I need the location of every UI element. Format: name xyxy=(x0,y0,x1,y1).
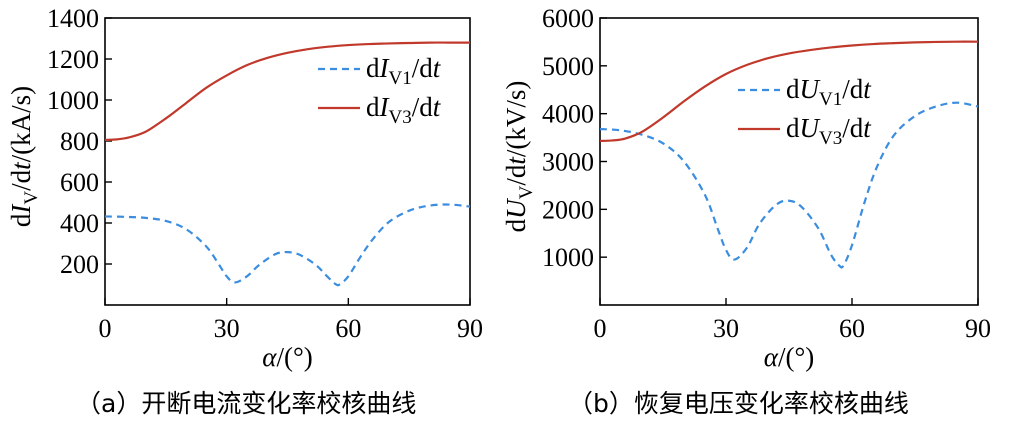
y-tick-label: 5000 xyxy=(542,52,594,81)
y-tick-label: 4000 xyxy=(542,100,594,129)
y-tick-label: 2000 xyxy=(542,195,594,224)
y-tick-label: 6000 xyxy=(542,4,594,33)
x-tick-label: 60 xyxy=(839,314,865,343)
series-line-div1dt xyxy=(104,203,471,287)
y-tick-label: 400 xyxy=(60,209,99,238)
plot-frame xyxy=(599,17,979,306)
series-line-duv1dt xyxy=(599,101,979,269)
legend-entry: dUV1/dt xyxy=(786,74,872,110)
y-tick-label: 600 xyxy=(60,168,99,197)
x-axis-label: α/(°) xyxy=(764,342,814,372)
chart-caption: （a）开断电流变化率校核曲线 xyxy=(76,389,416,418)
series-line-div3dt xyxy=(104,41,470,142)
legend-entry: dIV3/dt xyxy=(366,92,442,128)
x-tick-label: 0 xyxy=(594,314,607,343)
x-tick-label: 90 xyxy=(457,314,483,343)
y-tick-label: 3000 xyxy=(542,148,594,177)
x-tick-label: 0 xyxy=(99,314,112,343)
legend-entry: dUV3/dt xyxy=(786,113,872,149)
y-tick-label: 1400 xyxy=(47,4,99,33)
legend-entry: dIV1/dt xyxy=(366,53,442,89)
y-tick-label: 800 xyxy=(60,127,99,156)
x-tick-label: 60 xyxy=(335,314,361,343)
x-tick-label: 90 xyxy=(965,314,991,343)
plot-frame xyxy=(104,17,471,306)
chart-caption: （b）恢复电压变化率校核曲线 xyxy=(568,389,909,418)
x-axis-label: α/(°) xyxy=(262,342,312,372)
y-tick-label: 1200 xyxy=(47,45,99,74)
y-tick-label: 1000 xyxy=(47,86,99,115)
series-line-duv3dt xyxy=(599,40,979,143)
y-axis-label: dIV/dt/(kA/s) xyxy=(6,86,42,227)
y-tick-label: 1000 xyxy=(542,243,594,272)
x-tick-label: 30 xyxy=(214,314,240,343)
x-tick-label: 30 xyxy=(713,314,739,343)
y-axis-label: dUV/dt/(kV/s) xyxy=(501,81,537,233)
y-tick-label: 200 xyxy=(60,250,99,279)
